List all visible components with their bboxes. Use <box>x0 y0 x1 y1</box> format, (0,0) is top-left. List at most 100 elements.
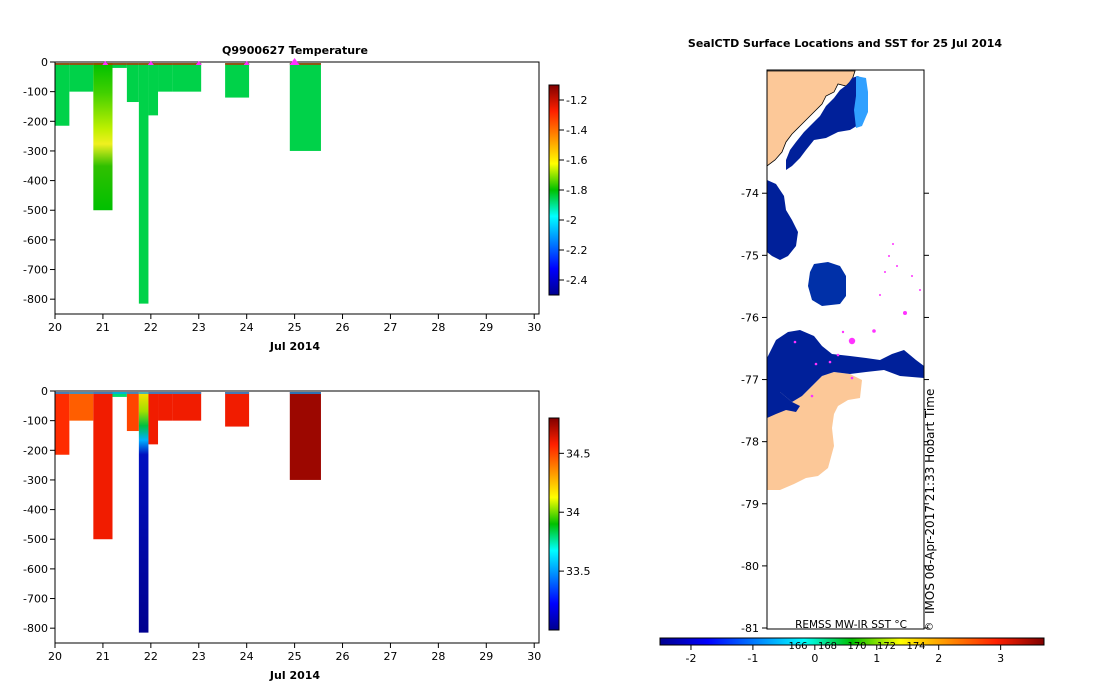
profile-surface-layer <box>93 63 113 65</box>
map-lat-ticks: -74 -75 -76 -77 -78 -79 -80 -81 <box>741 187 929 635</box>
x-tick-label: 25 <box>288 321 302 334</box>
profile-surface-layer <box>172 392 202 394</box>
y-tick-label: -700 <box>23 593 48 606</box>
seal-location <box>896 265 898 267</box>
lat-tick-label: -79 <box>741 498 759 511</box>
x-tick-label: 30 <box>527 650 541 663</box>
y-tick-label: -100 <box>23 86 48 99</box>
lat-tick-label: -76 <box>741 311 759 324</box>
y-tick-label: -200 <box>23 115 48 128</box>
copyright-symbol: © <box>924 622 934 633</box>
sst-west-coast <box>767 180 798 260</box>
seal-location <box>872 329 876 333</box>
salinity-xlabel: Jul 2014 <box>269 669 320 682</box>
sst-lon-ticks: 166 168 170 172 174 <box>788 641 925 652</box>
colorbar-tick-label: -1.8 <box>566 184 587 197</box>
profile-surface-layer <box>112 63 127 65</box>
seal-location <box>879 294 881 296</box>
x-tick-label: 21 <box>96 650 110 663</box>
profile-surface-layer <box>138 63 149 65</box>
profile-column <box>69 63 94 92</box>
x-tick-label: 21 <box>96 321 110 334</box>
sst-tick-label: 0 <box>811 652 818 665</box>
profile-column <box>112 392 127 397</box>
profile-surface-layer <box>289 392 321 394</box>
sst-colorbar-ticks: -2 -1 0 1 2 3 <box>685 645 1004 665</box>
x-tick-label: 24 <box>240 650 254 663</box>
profile-surface-layer <box>69 392 94 394</box>
x-tick-label: 27 <box>383 321 397 334</box>
sst-south-coast <box>767 330 924 402</box>
map-panel: SealCTD Surface Locations and SST for 25… <box>659 37 1045 665</box>
seal-location <box>884 271 886 273</box>
profile-column <box>112 63 127 68</box>
y-tick-label: -300 <box>23 474 48 487</box>
y-tick-label: 0 <box>41 56 48 69</box>
sst-colorbar-label: REMSS MW-IR SST °C <box>795 619 907 631</box>
profile-column <box>148 63 159 116</box>
x-tick-label: 26 <box>336 650 350 663</box>
colorbar-tick-label: -2.4 <box>566 274 587 287</box>
profile-column <box>55 63 70 126</box>
lat-tick-label: -77 <box>741 374 759 387</box>
seal-location <box>892 243 894 245</box>
seal-location <box>919 289 921 291</box>
y-tick-label: -800 <box>23 622 48 635</box>
temperature-panel: Q9900627 Temperature 20 21 22 23 24 25 26 27 28 2… <box>23 44 587 353</box>
x-tick-label: 20 <box>48 321 62 334</box>
lat-tick-label: -78 <box>741 436 759 449</box>
colorbar-tick-label: 34.5 <box>566 447 591 460</box>
surface-marker <box>147 60 154 65</box>
profile-column <box>225 392 250 427</box>
profile-surface-layer <box>148 392 159 394</box>
profile-column <box>172 392 202 421</box>
sst-south-edge <box>767 392 800 418</box>
sst-tick-label: 2 <box>935 652 942 665</box>
x-tick-label: 25 <box>288 650 302 663</box>
x-tick-label: 27 <box>383 650 397 663</box>
surface-marker <box>243 60 250 65</box>
x-tick-label: 20 <box>48 650 62 663</box>
lat-tick-label: -75 <box>741 249 759 262</box>
sst-mid-patch <box>808 262 846 306</box>
profile-surface-layer <box>55 63 70 65</box>
x-tick-label: 23 <box>192 650 206 663</box>
map-frame <box>766 69 925 630</box>
profile-surface-layer <box>225 392 250 394</box>
profile-surface-layer <box>112 392 127 394</box>
x-tick-label: 24 <box>240 321 254 334</box>
watermark: IMOS 06-Apr-2017 21:33 Hobart Time <box>923 389 937 614</box>
profile-column <box>148 392 159 445</box>
x-tick-label: 28 <box>431 321 445 334</box>
sst-tick-label: -2 <box>685 652 696 665</box>
temperature-x-ticks: 20 21 22 23 24 25 26 27 28 29 30 <box>48 314 541 334</box>
seal-location <box>841 330 845 334</box>
sst-tick-label: 3 <box>997 652 1004 665</box>
y-tick-label: -100 <box>23 415 48 428</box>
lat-tick-label: -74 <box>741 187 759 200</box>
seal-locations <box>793 243 921 398</box>
profile-surface-layer <box>55 392 70 394</box>
lon-tick-label: 172 <box>877 641 896 652</box>
salinity-plot-frame <box>54 390 540 644</box>
lon-tick-label: 174 <box>906 641 925 652</box>
profile-surface-layer <box>126 63 139 65</box>
map-title: SealCTD Surface Locations and SST for 25… <box>688 37 1002 50</box>
x-tick-label: 30 <box>527 321 541 334</box>
temperature-colorbar <box>548 84 560 296</box>
colorbar-tick-label: -1.6 <box>566 154 587 167</box>
profile-surface-layer <box>172 63 202 65</box>
seal-location <box>888 255 890 257</box>
salinity-y-ticks: 0 -100 -200 -300 -400 -500 -600 -700 -800 <box>23 385 55 635</box>
profile-column <box>225 63 250 98</box>
profile-surface-layer <box>126 392 139 394</box>
salinity-panel: 20 21 22 23 24 25 26 27 28 29 30 0 -100 -200 -300 -400… <box>23 385 590 682</box>
x-tick-label: 29 <box>479 650 493 663</box>
x-tick-label: 28 <box>431 650 445 663</box>
lon-tick-label: 170 <box>847 641 866 652</box>
temperature-y-ticks: 0 -100 -200 -300 -400 -500 -600 -700 -800 <box>23 56 55 306</box>
x-tick-label: 23 <box>192 321 206 334</box>
salinity-profiles <box>55 392 321 633</box>
sst-colorbar <box>659 637 1045 646</box>
salinity-colorbar-ticks: 34.5 34 33.5 <box>559 447 591 578</box>
